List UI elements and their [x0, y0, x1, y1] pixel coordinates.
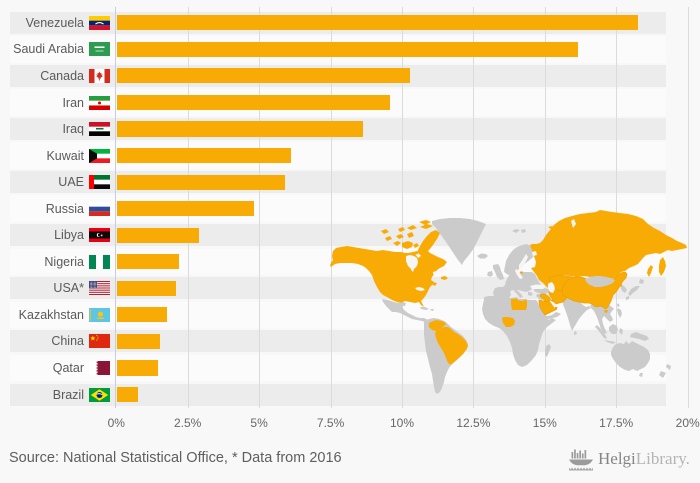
svg-text:HelgiLibrary.: HelgiLibrary.: [598, 449, 690, 468]
